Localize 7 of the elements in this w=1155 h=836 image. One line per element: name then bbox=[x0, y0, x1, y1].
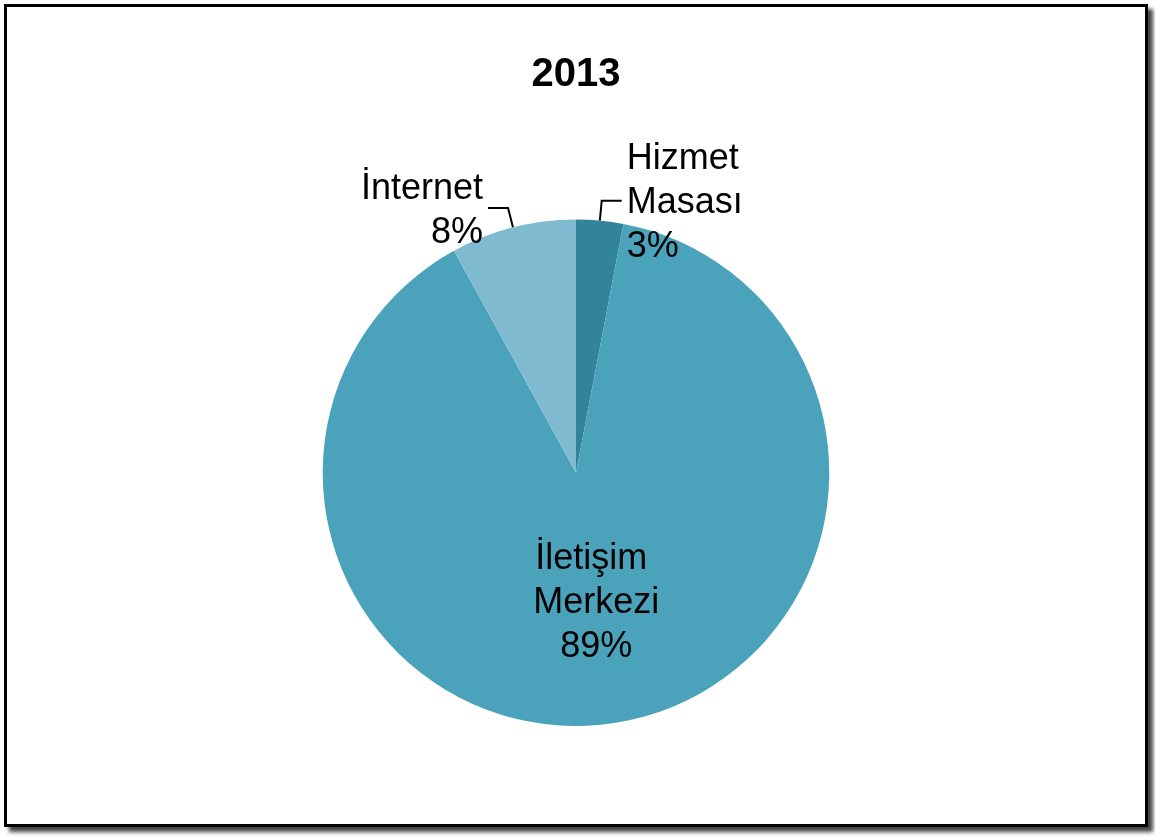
slice-label: Hizmet Masası bbox=[626, 136, 749, 222]
slice-label: İletişim Merkezi bbox=[533, 536, 660, 622]
chart-title: 2013 bbox=[531, 50, 621, 94]
data-label: 89% bbox=[560, 624, 633, 666]
data-label: 8% bbox=[431, 209, 484, 251]
slice-label: İnternet bbox=[360, 165, 484, 207]
data-label: 3% bbox=[626, 224, 679, 266]
